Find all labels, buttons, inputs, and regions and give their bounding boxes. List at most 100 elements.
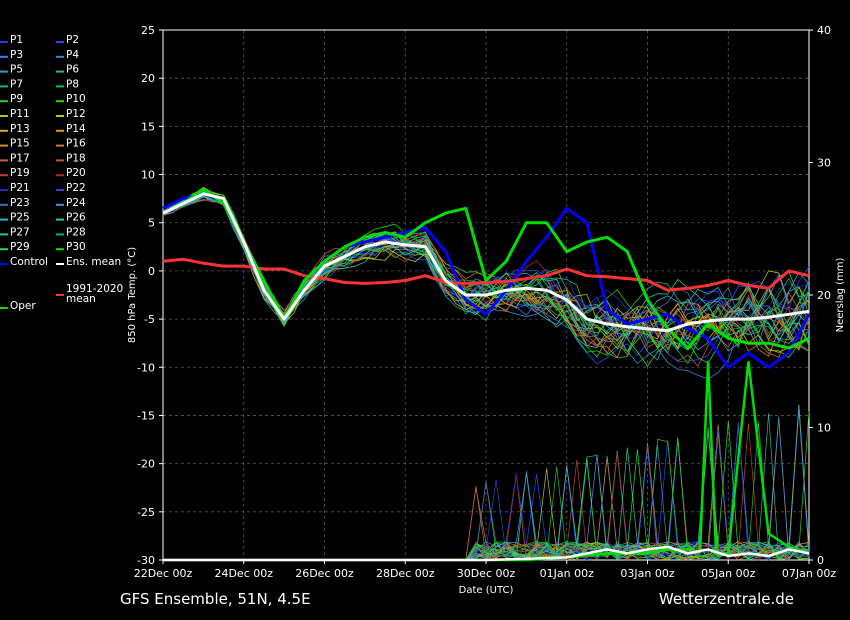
legend-item-p3: P3 [0,49,23,61]
legend-item-p4: P4 [56,49,79,61]
legend-label: P30 [66,241,86,253]
legend-label: P11 [10,108,30,120]
legend-item-p15: P15 [0,138,30,150]
y-tick-label: -20 [137,458,155,471]
legend-label: P1 [10,34,23,46]
legend-item-p25: P25 [0,212,30,224]
y2-tick-label: 0 [817,554,824,567]
y-tick-label: -5 [144,313,155,326]
legend-label: P19 [10,167,30,179]
legend-label: P7 [10,78,23,90]
legend-item-p23: P23 [0,197,30,209]
legend-item-p30: P30 [56,241,86,253]
legend-label: P26 [66,212,86,224]
legend-item-p26: P26 [56,212,86,224]
legend-item-p22: P22 [56,182,86,194]
series-line-1991-2020-mean [162,257,810,292]
x-tick-label: 07Jan 00z [782,567,836,580]
legend-label: P21 [10,182,30,194]
x-tick-label: 01Jan 00z [540,567,594,580]
legend-item-p13: P13 [0,123,30,135]
x-tick-label: 03Jan 00z [620,567,674,580]
y-tick-label: 5 [148,217,155,230]
y-tick-label: -10 [137,361,155,374]
x-axis-label: Date (UTC) [459,585,514,596]
legend-item-p11: P11 [0,108,30,120]
x-tick-label: 28Dec 00z [376,567,435,580]
y-tick-label: 25 [141,24,155,37]
legend-item-p5: P5 [0,64,23,76]
legend-item-oper: Oper [0,300,36,312]
legend-label: P27 [10,226,30,238]
y2-axis-ticks: 40 30 20 10 0 [809,24,831,567]
legend-item-p20: P20 [56,167,86,179]
legend-label: P24 [66,197,86,209]
member-line-p29 [162,195,810,367]
x-axis-ticks: 22Dec 00z 24Dec 00z 26Dec 00z 28Dec 00z 30De… [134,560,836,580]
legend-label: P12 [66,108,86,120]
legend-item-p14: P14 [56,123,86,135]
main-series [162,187,811,369]
legend-label: P20 [66,167,86,179]
legend-label: P5 [10,64,23,76]
legend-item-p28: P28 [56,226,86,238]
legend-label: P14 [66,123,86,135]
legend-label: P18 [66,152,86,164]
precip-line-ens-mean [163,545,810,562]
precipitation-lines [163,361,810,562]
legend-label: P13 [10,123,30,135]
legend-label: P28 [66,226,86,238]
legend-item-p16: P16 [56,138,86,150]
legend-item-p1: P1 [0,34,23,46]
x-tick-label: 05Jan 00z [701,567,755,580]
series-line-oper [162,187,810,350]
legend-item-p17: P17 [0,152,30,164]
y-tick-label: -30 [137,554,155,567]
legend-item-ens-mean: Ens. mean [56,256,121,268]
footer-site: Wetterzentrale.de [659,590,794,608]
legend-label: Ens. mean [66,256,121,268]
y2-tick-label: 30 [817,157,831,170]
y-tick-label: 0 [148,265,155,278]
legend-label: P17 [10,152,30,164]
legend-label: P6 [66,64,79,76]
legend-item-p18: P18 [56,152,86,164]
y2-axis-label: Neerslag (mm) [835,257,846,332]
legend-item-p24: P24 [56,197,86,209]
legend-label: P16 [66,138,86,150]
x-tick-label: 26Dec 00z [295,567,354,580]
y2-tick-label: 40 [817,24,831,37]
legend-item-p8: P8 [56,78,79,90]
legend-item-p6: P6 [56,64,79,76]
legend-item-p19: P19 [0,167,30,179]
x-tick-label: 30Dec 00z [457,567,516,580]
legend-label: P10 [66,93,86,105]
legend-label: P8 [66,78,79,90]
legend-item-p9: P9 [0,93,23,105]
legend-label: P29 [10,241,30,253]
legend-item-p7: P7 [0,78,23,90]
y2-tick-label: 10 [817,422,831,435]
legend-item-p2: P2 [56,34,79,46]
legend-item-p10: P10 [56,93,86,105]
legend-item-p21: P21 [0,182,30,194]
legend-label: P3 [10,49,23,61]
y-axis-ticks: 25 20 15 10 5 0 -5 -10 -15 -20 -25 -30 [137,24,163,567]
legend-label: P23 [10,197,30,209]
legend-label: Control [10,256,48,268]
legend-label: P15 [10,138,30,150]
legend-label: P25 [10,212,30,224]
x-tick-label: 24Dec 00z [214,567,273,580]
legend-label: P4 [66,49,79,61]
y-tick-label: -25 [137,506,155,519]
legend-item-p27: P27 [0,226,30,238]
y-axis-label: 850 hPa Temp. (°C) [127,247,138,343]
legend-item-p12: P12 [56,108,86,120]
y2-tick-label: 20 [817,289,831,302]
footer-source: GFS Ensemble, 51N, 4.5E [120,590,311,608]
legend: P1 P2 P3 P4 P5 P6 P7 P8 P9 P10 P11 P12 P13 P14 P15 P16 P… [0,34,123,312]
series-line-ens-mean [162,192,810,333]
y-tick-label: 10 [141,169,155,182]
legend-item-p29: P29 [0,241,30,253]
